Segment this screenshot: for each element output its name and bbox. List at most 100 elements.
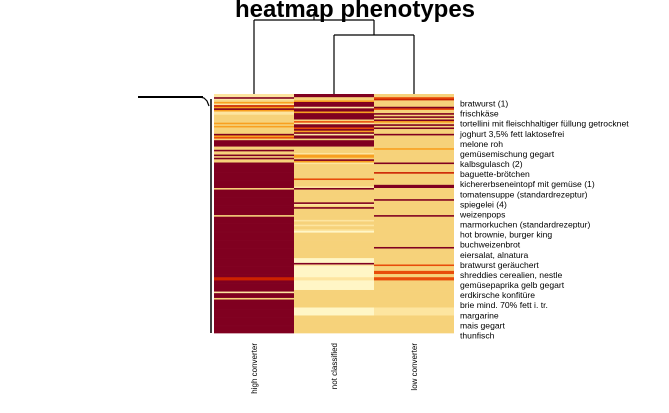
column-label: high converter: [250, 343, 259, 394]
heatmap-cell: [294, 170, 374, 173]
heatmap-cell: [214, 165, 294, 168]
heatmap-cell: [214, 141, 294, 144]
heatmap-cell: [294, 269, 374, 272]
heatmap-cell: [294, 312, 374, 315]
heatmap-cell: [214, 299, 294, 302]
heatmap-cell: [374, 170, 454, 173]
heatmap-cell: [214, 331, 294, 334]
heatmap-cell: [374, 331, 454, 334]
heatmap-cell: [374, 301, 454, 304]
heatmap-cell: [214, 181, 294, 184]
heatmap-cell: [214, 310, 294, 313]
row-label: spiegelei (4): [460, 199, 507, 209]
heatmap-cell: [214, 266, 294, 269]
heatmap-cell: [294, 100, 374, 103]
heatmap-cell: [374, 302, 454, 305]
heatmap-cell: [374, 283, 454, 286]
heatmap-cell: [214, 162, 294, 165]
heatmap-cell: [374, 267, 454, 270]
heatmap-cell: [374, 246, 454, 249]
heatmap-cell: [294, 231, 374, 233]
heatmap-cell: [374, 254, 454, 257]
heatmap-cell: [294, 315, 374, 318]
heatmap-cell: [214, 215, 294, 218]
heatmap-cell: [294, 146, 374, 149]
heatmap-cell: [294, 183, 374, 186]
row-label: weizenpops: [459, 209, 505, 219]
heatmap-cell: [374, 162, 454, 165]
heatmap-cell: [374, 245, 454, 248]
heatmap-cell: [374, 164, 454, 167]
heatmap-cell: [294, 148, 374, 151]
heatmap-cell: [374, 184, 454, 187]
heatmap-cell: [214, 305, 294, 308]
heatmap-cell: [214, 183, 294, 186]
heatmap-cell: [214, 106, 294, 109]
heatmap-cell: [294, 274, 374, 276]
heatmap-cell: [214, 302, 294, 305]
heatmap-cell: [214, 186, 294, 189]
heatmap-cell: [374, 111, 454, 114]
row-label: mais gegart: [460, 320, 506, 330]
heatmap-cell: [214, 304, 294, 307]
heatmap-cell: [214, 278, 294, 281]
heatmap-cell: [374, 109, 454, 112]
heatmap-cell: [214, 164, 294, 167]
heatmap-cell: [294, 108, 374, 111]
heatmap-cell: [214, 328, 294, 331]
heatmap-cell: [214, 253, 294, 256]
heatmap-cell: [374, 113, 454, 116]
heatmap-cell: [214, 307, 294, 310]
heatmap-cell: [214, 197, 294, 200]
heatmap-cell: [294, 313, 374, 316]
heatmap-cell: [294, 172, 374, 175]
heatmap-cell: [294, 286, 374, 289]
heatmap-cell: [294, 318, 374, 321]
heatmap-cell: [214, 178, 294, 181]
heatmap-cell: [294, 202, 374, 205]
heatmap-cell: [294, 135, 374, 138]
heatmap-cell: [294, 293, 374, 296]
row-label: shreddies cerealien, nestle: [460, 270, 562, 280]
heatmap-cell: [294, 184, 374, 187]
heatmap-cell: [294, 299, 374, 302]
heatmap-cell: [294, 151, 374, 154]
row-label: kalbsgulasch (2): [460, 159, 523, 169]
heatmap-cell: [294, 309, 374, 312]
row-label: gemüsepaprika gelb gegart: [460, 280, 565, 290]
heatmap-cell: [294, 168, 374, 171]
heatmap-cell: [374, 226, 454, 229]
heatmap-cell: [294, 130, 374, 133]
heatmap-cell: [214, 184, 294, 187]
heatmap-cell: [294, 156, 374, 159]
heatmap-cell: [374, 143, 454, 146]
heatmap-cell: [214, 100, 294, 103]
heatmap-cell: [214, 277, 294, 280]
heatmap-cell: [214, 195, 294, 198]
heatmap-cell: [294, 173, 374, 176]
heatmap-cell: [294, 208, 374, 211]
heatmap-cell: [294, 294, 374, 297]
heatmap-cell: [294, 137, 374, 139]
row-label: hot brownie, burger king: [460, 230, 552, 240]
heatmap-cell: [374, 154, 454, 157]
heatmap-cell: [214, 275, 294, 278]
heatmap-cell: [374, 207, 454, 210]
heatmap-cell: [294, 181, 374, 184]
heatmap-cell: [294, 310, 374, 313]
heatmap-cell: [294, 189, 374, 192]
heatmap-cell: [214, 203, 294, 206]
heatmap-cell: [214, 207, 294, 210]
heatmap-cell: [294, 237, 374, 240]
heatmap-cell: [214, 124, 294, 127]
heatmap-cell: [294, 216, 374, 219]
heatmap-cell: [214, 121, 294, 124]
heatmap-cell: [294, 275, 374, 278]
heatmap-cell: [374, 151, 454, 154]
heatmap-cell: [214, 95, 294, 98]
heatmap-cell: [294, 94, 374, 96]
heatmap-cell: [374, 213, 454, 216]
heatmap-cell: [214, 152, 294, 155]
column-label: low converter: [410, 343, 419, 391]
heatmap-cell: [214, 240, 294, 243]
